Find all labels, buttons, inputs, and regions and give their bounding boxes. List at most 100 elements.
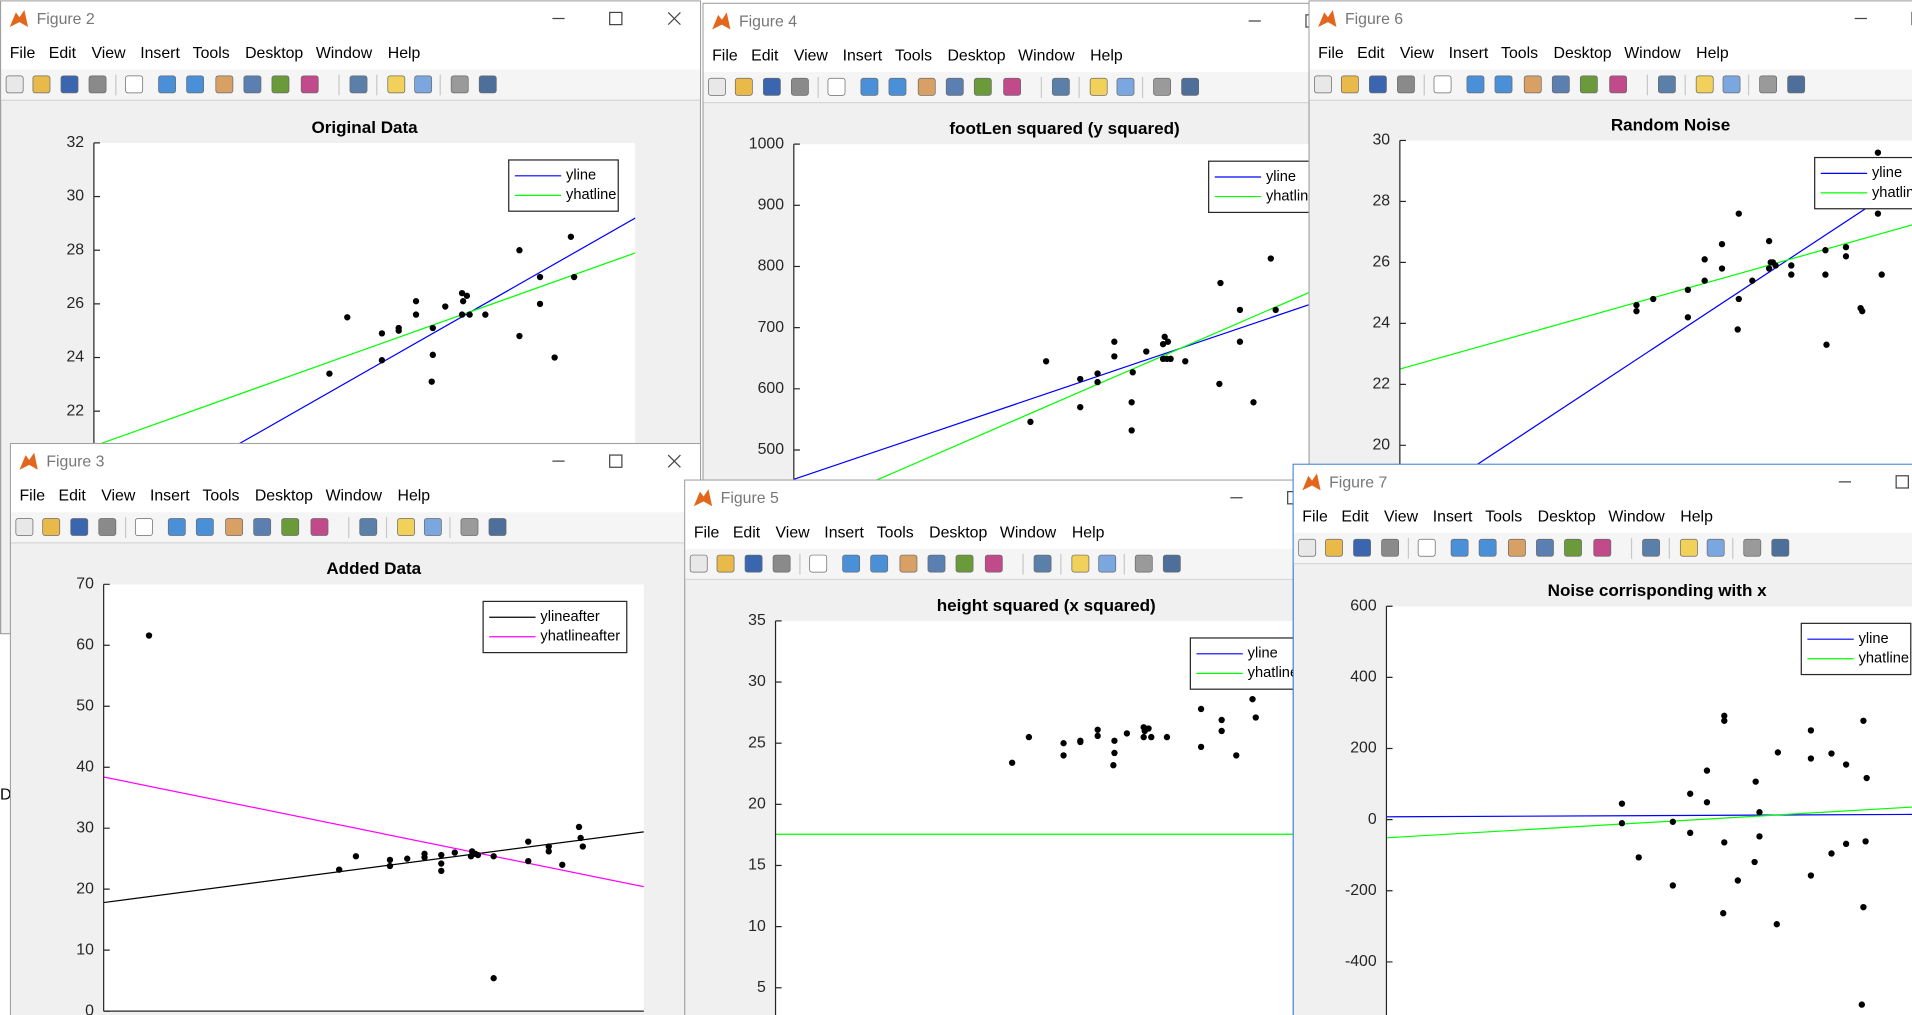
menu-item[interactable]: Desktop [1554,45,1612,62]
menu-item[interactable]: Tools [202,488,239,505]
menu-item[interactable]: View [91,45,126,62]
toolbar-button[interactable] [1466,75,1485,94]
toolbar-button[interactable] [300,75,319,94]
toolbar-button[interactable] [359,518,378,536]
menu-item[interactable]: Window [1608,508,1665,525]
toolbar-button[interactable] [1369,75,1387,94]
menu-item[interactable]: Desktop [1538,508,1596,525]
toolbar-button[interactable] [860,77,879,96]
menu-item[interactable]: Tools [895,48,932,65]
close-button[interactable] [667,11,681,26]
toolbar-button[interactable] [1787,75,1806,94]
menu-item[interactable]: Window [1000,524,1057,541]
toolbar-button[interactable] [195,518,214,536]
toolbar-button[interactable] [744,554,763,573]
toolbar-button[interactable] [1314,75,1332,94]
toolbar-button[interactable] [917,77,936,96]
menu-item[interactable]: Help [1680,508,1713,525]
menu-item[interactable]: Window [316,45,373,62]
toolbar-button[interactable] [772,554,791,573]
toolbar-button[interactable] [414,75,433,94]
toolbar-button[interactable] [1609,75,1628,94]
menu-item[interactable]: Desktop [929,524,987,541]
toolbar-button[interactable] [349,75,368,94]
toolbar-button[interactable] [125,75,144,94]
toolbar-button[interactable] [1325,538,1343,557]
menu-item[interactable]: Edit [1341,508,1369,525]
toolbar-button[interactable] [243,75,262,94]
menu-item[interactable]: Insert [1433,508,1473,525]
toolbar-button[interactable] [478,75,497,94]
menu-item[interactable]: File [10,45,36,62]
menu-item[interactable]: Tools [1501,45,1538,62]
toolbar-button[interactable] [1551,75,1570,94]
toolbar-button[interactable] [899,554,918,573]
toolbar-button[interactable] [1450,538,1469,557]
menu-item[interactable]: View [776,524,811,541]
menu-item[interactable]: Insert [1449,45,1489,62]
toolbar-button[interactable] [281,518,300,536]
toolbar-button[interactable] [1381,538,1400,557]
menu-item[interactable]: Desktop [947,48,1005,65]
menu-item[interactable]: Insert [843,48,883,65]
menu-item[interactable]: Insert [140,45,180,62]
toolbar-button[interactable] [488,518,507,536]
toolbar-button[interactable] [842,554,861,573]
toolbar-button[interactable] [1134,554,1153,573]
toolbar-button[interactable] [689,554,708,573]
toolbar-button[interactable] [1579,75,1598,94]
toolbar-button[interactable] [186,75,205,94]
toolbar-button[interactable] [134,518,153,536]
toolbar-button[interactable] [973,77,992,96]
menu-item[interactable]: Help [398,488,431,505]
toolbar-button[interactable] [460,518,479,536]
toolbar-button[interactable] [70,518,89,536]
toolbar-button[interactable] [1098,554,1117,573]
toolbar-button[interactable] [1162,554,1181,573]
close-button[interactable] [667,454,681,468]
maximize-button[interactable] [609,11,623,26]
toolbar-button[interactable] [1181,77,1200,96]
toolbar-button[interactable] [1706,538,1725,557]
toolbar-button[interactable] [1116,77,1135,96]
toolbar-button[interactable] [762,77,781,96]
toolbar-button[interactable] [253,518,272,536]
toolbar-button[interactable] [1508,538,1526,557]
maximize-button[interactable] [609,454,623,468]
toolbar-button[interactable] [827,77,846,96]
toolbar-button[interactable] [88,75,107,94]
toolbar-button[interactable] [215,75,234,94]
toolbar-button[interactable] [1033,554,1052,573]
toolbar-button[interactable] [1771,538,1790,557]
toolbar-button[interactable] [888,77,907,96]
toolbar-button[interactable] [98,518,117,536]
toolbar-button[interactable] [32,75,51,94]
menu-item[interactable]: Edit [49,45,77,62]
toolbar-button[interactable] [60,75,79,94]
toolbar-button[interactable] [1536,538,1554,557]
menu-item[interactable]: Tools [877,524,914,541]
toolbar-button[interactable] [1353,538,1371,557]
toolbar-button[interactable] [809,554,828,573]
toolbar-button[interactable] [734,77,753,96]
toolbar-button[interactable] [397,518,415,536]
menu-item[interactable]: Edit [751,48,779,65]
toolbar-button[interactable] [791,77,809,96]
menu-item[interactable]: Edit [1357,45,1385,62]
toolbar-button[interactable] [1722,75,1741,94]
menu-item[interactable]: Help [1072,524,1105,541]
toolbar-button[interactable] [1153,77,1171,96]
maximize-button[interactable] [1895,475,1909,489]
menu-item[interactable]: File [694,524,720,541]
toolbar-button[interactable] [927,554,946,573]
menu-item[interactable]: View [101,488,136,505]
menu-item[interactable]: View [794,48,829,65]
menu-item[interactable]: Desktop [255,488,313,505]
menu-item[interactable]: File [712,48,738,65]
toolbar-button[interactable] [1340,75,1359,94]
toolbar-button[interactable] [167,518,186,536]
toolbar-button[interactable] [1433,75,1452,94]
toolbar-button[interactable] [42,518,61,536]
menu-item[interactable]: Edit [733,524,761,541]
toolbar-button[interactable] [1695,75,1714,94]
